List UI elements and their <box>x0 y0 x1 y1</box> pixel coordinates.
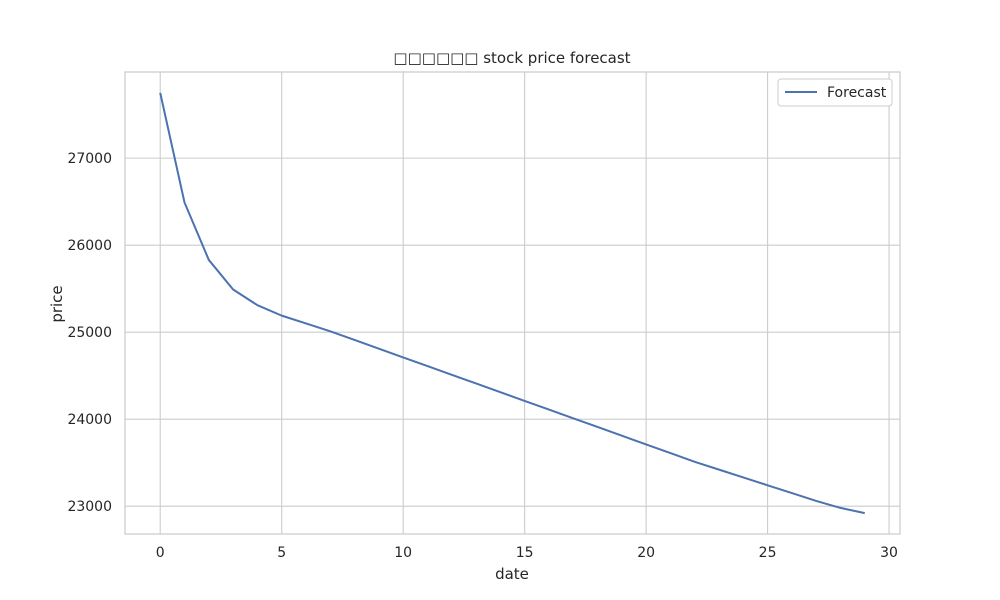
y-tick-label: 24000 <box>67 412 112 428</box>
y-axis-label: price <box>48 285 66 322</box>
x-axis-label: date <box>495 565 529 583</box>
x-tick-label: 5 <box>277 545 286 561</box>
legend: Forecast <box>777 78 893 107</box>
x-tick-label: 25 <box>759 545 777 561</box>
y-tick-label: 23000 <box>67 499 112 515</box>
x-tick-label: 15 <box>516 545 534 561</box>
grid-lines <box>125 72 900 534</box>
x-tick-label: 30 <box>880 545 898 561</box>
x-tick-label: 10 <box>394 545 412 561</box>
plot-frame <box>124 71 901 535</box>
x-tick-labels: 0 5 10 15 20 25 30 <box>156 545 898 561</box>
series-lines <box>159 92 865 515</box>
chart-title: □□□□□□ stock price forecast <box>393 49 630 67</box>
x-tick-label: 20 <box>637 545 655 561</box>
legend-label-forecast: Forecast <box>827 85 887 101</box>
series-line-forecast <box>159 92 865 515</box>
y-tick-label: 27000 <box>67 151 112 167</box>
x-tick-label: 0 <box>156 545 165 561</box>
legend-box <box>777 78 893 107</box>
y-tick-label: 25000 <box>67 325 112 341</box>
y-tick-labels: 23000 24000 25000 26000 27000 <box>67 151 112 515</box>
y-tick-label: 26000 <box>67 238 112 254</box>
